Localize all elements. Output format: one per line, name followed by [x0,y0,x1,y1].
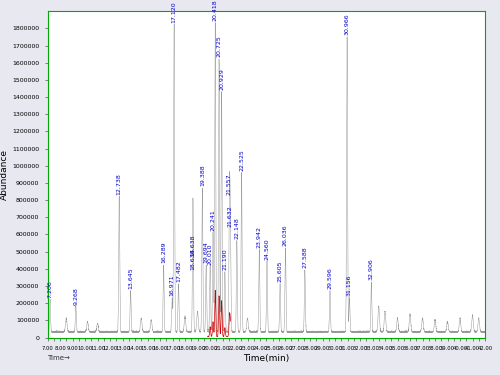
X-axis label: Time(min): Time(min) [243,354,290,363]
Text: 22.525: 22.525 [239,149,244,171]
Text: 20.010: 20.010 [208,243,212,265]
Y-axis label: Abundance: Abundance [0,149,9,200]
Text: 23.942: 23.942 [257,226,262,248]
Text: 16.971: 16.971 [170,274,174,296]
Text: 21.632: 21.632 [228,206,233,227]
Text: 9.268: 9.268 [74,287,78,304]
Text: 25.605: 25.605 [278,261,282,282]
Text: 29.596: 29.596 [328,267,332,289]
Text: 7.206: 7.206 [48,280,52,298]
Text: 26.036: 26.036 [283,225,288,246]
Text: 16.289: 16.289 [161,242,166,263]
Text: 20.725: 20.725 [216,36,222,57]
Text: 17.120: 17.120 [172,1,176,23]
Text: 22.148: 22.148 [234,217,240,239]
Text: 19.694: 19.694 [204,242,208,263]
Text: 21.557: 21.557 [227,173,232,195]
Text: 27.588: 27.588 [302,247,308,268]
Text: 19.388: 19.388 [200,164,205,186]
Text: 31.156: 31.156 [347,274,352,296]
Text: 20.929: 20.929 [219,68,224,90]
Text: 32.906: 32.906 [369,259,374,280]
Text: 13.645: 13.645 [128,267,133,289]
Text: 18.634: 18.634 [190,249,196,270]
Text: 24.560: 24.560 [264,238,270,260]
Text: Time→: Time→ [48,356,70,362]
Text: 17.482: 17.482 [176,261,181,282]
Text: 12.738: 12.738 [116,173,121,195]
Text: 20.418: 20.418 [212,0,218,21]
Text: 20.241: 20.241 [210,209,216,231]
Text: 18.638: 18.638 [190,235,196,256]
Text: 21.190: 21.190 [222,249,228,270]
Text: 30.966: 30.966 [344,13,350,35]
